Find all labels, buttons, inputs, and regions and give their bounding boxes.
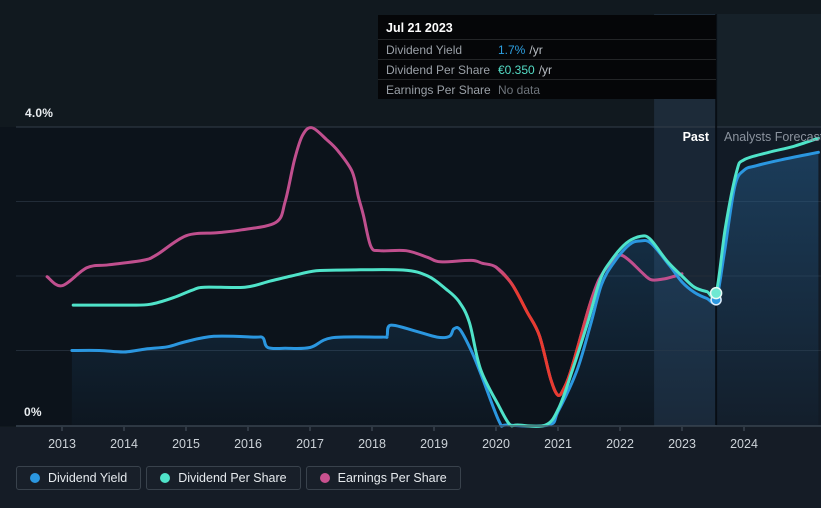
y-axis-label-top: 4.0% <box>25 106 54 120</box>
chart-legend: Dividend Yield Dividend Per Share Earnin… <box>16 466 461 490</box>
tooltip-unit: /yr <box>538 62 553 77</box>
tooltip-row-earnings-per-share: Earnings Per Share No data <box>378 79 716 99</box>
x-axis-tick-label: 2022 <box>606 437 634 451</box>
x-axis-tick-label: 2016 <box>234 437 262 451</box>
tooltip-value: 1.7% <box>498 42 526 57</box>
y-axis-label-bottom: 0% <box>24 405 42 419</box>
x-axis-tick-label: 2023 <box>668 437 696 451</box>
x-axis-tick-label: 2018 <box>358 437 386 451</box>
dividend-per-share-marker <box>709 286 723 300</box>
x-axis-tick-label: 2015 <box>172 437 200 451</box>
legend-item-earnings-per-share[interactable]: Earnings Per Share <box>305 466 461 490</box>
tooltip-row-dividend-per-share: Dividend Per Share €0.350 /yr <box>378 59 716 79</box>
tooltip-row-dividend-yield: Dividend Yield 1.7% /yr <box>378 39 716 59</box>
tooltip-label: Dividend Per Share <box>386 62 491 77</box>
x-axis-tick-label: 2014 <box>110 437 138 451</box>
dividend-yield-area <box>71 152 819 427</box>
chart-tooltip: Jul 21 2023 Dividend Yield 1.7% /yr Divi… <box>378 15 716 99</box>
legend-item-label: Dividend Per Share <box>178 471 287 485</box>
x-axis-tick-label: 2021 <box>544 437 572 451</box>
legend-color-dot-icon <box>160 473 171 483</box>
chart-area: 2013 2014 2015 2016 2017 2018 2019 2020 2021 2022… <box>16 14 821 451</box>
x-axis-tick-label: 2013 <box>48 437 76 451</box>
legend-item-label: Dividend Yield <box>48 471 128 485</box>
x-axis-tick-label: 2019 <box>420 437 448 451</box>
tooltip-label: Earnings Per Share <box>386 82 491 97</box>
x-axis-tick-label: 2020 <box>482 437 510 451</box>
legend-item-label: Earnings Per Share <box>337 471 447 485</box>
x-axis-tick-label: 2017 <box>296 437 324 451</box>
legend-item-dividend-per-share[interactable]: Dividend Per Share <box>146 466 301 490</box>
tooltip-label: Dividend Yield <box>386 42 463 57</box>
tooltip-date: Jul 21 2023 <box>386 21 453 35</box>
tooltip-value: €0.350 <box>498 62 535 77</box>
x-axis-tick-label: 2024 <box>730 437 758 451</box>
legend-color-dot-icon <box>30 473 40 483</box>
legend-color-dot-icon <box>319 473 330 483</box>
past-region-label: Past <box>682 130 709 144</box>
legend-item-dividend-yield[interactable]: Dividend Yield <box>16 466 142 490</box>
earnings-decline-segment <box>494 265 601 397</box>
forecast-region-label: Analysts Forecast <box>724 130 821 144</box>
tooltip-value: No data <box>498 82 541 97</box>
tooltip-unit: /yr <box>529 42 543 57</box>
